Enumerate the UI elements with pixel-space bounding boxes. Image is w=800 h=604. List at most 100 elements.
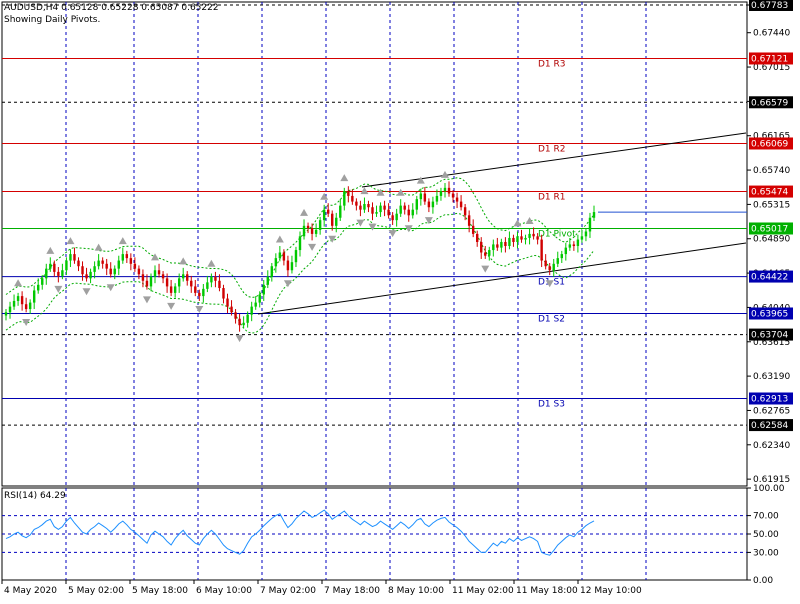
candle xyxy=(540,234,543,268)
fractal-up-marker xyxy=(416,176,425,184)
price-tag xyxy=(749,419,793,432)
candle-body xyxy=(177,278,181,287)
candle-body xyxy=(137,268,141,275)
candle xyxy=(403,202,406,215)
candle-body xyxy=(500,241,503,248)
chart-symbol-info: AUDUSD,H4 0.65128 0.65228 0.65087 0.6522… xyxy=(4,3,219,13)
price-tag xyxy=(749,96,793,109)
candle-body xyxy=(133,263,137,269)
candle xyxy=(367,200,370,213)
fractal-down-marker xyxy=(368,223,377,231)
price-tag xyxy=(749,0,793,11)
candle-body xyxy=(89,271,92,279)
time-axis-tick-label: 7 May 02:00 xyxy=(260,586,316,596)
fractal-up-marker xyxy=(360,187,369,195)
candle xyxy=(500,238,503,253)
fractal-up-marker xyxy=(376,188,385,196)
candle xyxy=(371,202,374,221)
candle-body xyxy=(258,294,261,303)
pivot-level-label: D1 Pivot xyxy=(538,229,576,239)
candle xyxy=(475,230,479,247)
candle-body xyxy=(278,252,282,259)
candle xyxy=(77,257,80,272)
time-axis-tick-label: 6 May 10:00 xyxy=(196,586,252,596)
candle-body xyxy=(234,312,237,319)
candle xyxy=(37,278,40,294)
fractal-down-marker xyxy=(545,280,554,288)
candle-body xyxy=(322,209,326,221)
candle-body xyxy=(492,244,495,251)
trend-line-upper xyxy=(361,132,747,188)
candle-body xyxy=(57,271,60,276)
candle-body xyxy=(383,205,386,210)
candle xyxy=(302,219,306,240)
candle-body xyxy=(181,274,185,279)
fractal-down-marker xyxy=(388,230,397,238)
candle-body xyxy=(310,228,314,234)
candle-body xyxy=(145,280,149,287)
candle-body xyxy=(564,247,568,255)
price-axis-tick-label: 0.65740 xyxy=(753,166,790,176)
candle xyxy=(198,289,201,301)
candle-body xyxy=(306,225,310,229)
candle xyxy=(61,263,64,280)
candle xyxy=(234,309,237,324)
candle-body xyxy=(403,205,406,210)
candle xyxy=(435,189,439,205)
price-axis: 0.677830.674400.670150.665900.661650.657… xyxy=(747,1,790,485)
price-axis-tick-label: 0.61915 xyxy=(753,475,790,485)
candle xyxy=(560,250,563,263)
pivot-level-label: D1 S2 xyxy=(538,314,565,324)
candle xyxy=(395,208,398,227)
candle-body xyxy=(173,286,177,293)
candle xyxy=(242,316,245,329)
pivot-level-tag xyxy=(749,52,793,65)
candle-body xyxy=(496,244,499,248)
price-tag-label: 0.62584 xyxy=(751,421,788,431)
pivot-level-tag xyxy=(749,307,793,320)
candle xyxy=(463,204,467,221)
candle-body xyxy=(504,241,507,247)
candle-body xyxy=(282,252,286,261)
rsi-axis-tick-label: 30.00 xyxy=(753,548,779,558)
pivot-level-tag-label: 0.66069 xyxy=(751,139,788,149)
fractal-down-marker xyxy=(356,219,365,227)
candle xyxy=(266,270,269,289)
fractal-up-marker xyxy=(300,208,309,216)
candle-body xyxy=(262,284,265,295)
candle xyxy=(121,247,125,264)
candle xyxy=(105,258,108,276)
candle xyxy=(528,229,531,245)
candle xyxy=(379,202,382,217)
candle-body xyxy=(556,258,559,264)
candle-body xyxy=(467,215,471,226)
candle xyxy=(459,195,463,211)
candle-body xyxy=(560,254,563,259)
candle xyxy=(556,251,559,268)
candle-body xyxy=(443,187,447,192)
candle-body xyxy=(117,260,120,269)
candle-body xyxy=(246,314,249,323)
candle-body xyxy=(222,288,225,299)
candle xyxy=(4,309,8,321)
candle xyxy=(504,237,507,253)
time-axis-tick-label: 7 May 18:00 xyxy=(324,586,380,596)
candle-body xyxy=(471,225,475,234)
candle-body xyxy=(455,197,459,202)
pivot-level-label: D1 S3 xyxy=(538,399,565,409)
candle-body xyxy=(520,236,523,240)
candle xyxy=(157,263,161,278)
candle xyxy=(8,301,12,319)
candle xyxy=(411,203,414,219)
pivot-level-tag-label: 0.65474 xyxy=(751,188,788,198)
candle xyxy=(331,210,334,231)
candle-body xyxy=(331,213,334,226)
fractal-down-marker xyxy=(167,302,176,310)
candle xyxy=(250,301,253,322)
fractal-down-marker xyxy=(82,288,91,296)
candle-body xyxy=(592,212,596,218)
candle xyxy=(32,285,36,310)
candle xyxy=(467,210,471,233)
